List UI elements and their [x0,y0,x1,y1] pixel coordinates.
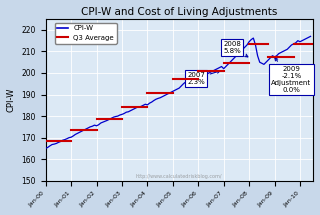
Text: 2008
5.8%: 2008 5.8% [223,41,248,57]
Text: http://www.calculatedriskblog.com/: http://www.calculatedriskblog.com/ [136,174,222,179]
Title: CPI-W and Cost of Living Adjustments: CPI-W and Cost of Living Adjustments [81,7,277,17]
Y-axis label: CPI-W: CPI-W [7,88,16,112]
Legend: CPI-W, Q3 Average: CPI-W, Q3 Average [54,23,117,44]
Text: 2009
-2.1%
Adjustment
0.0%: 2009 -2.1% Adjustment 0.0% [271,58,312,93]
Text: 2007
2.3%: 2007 2.3% [187,71,220,85]
